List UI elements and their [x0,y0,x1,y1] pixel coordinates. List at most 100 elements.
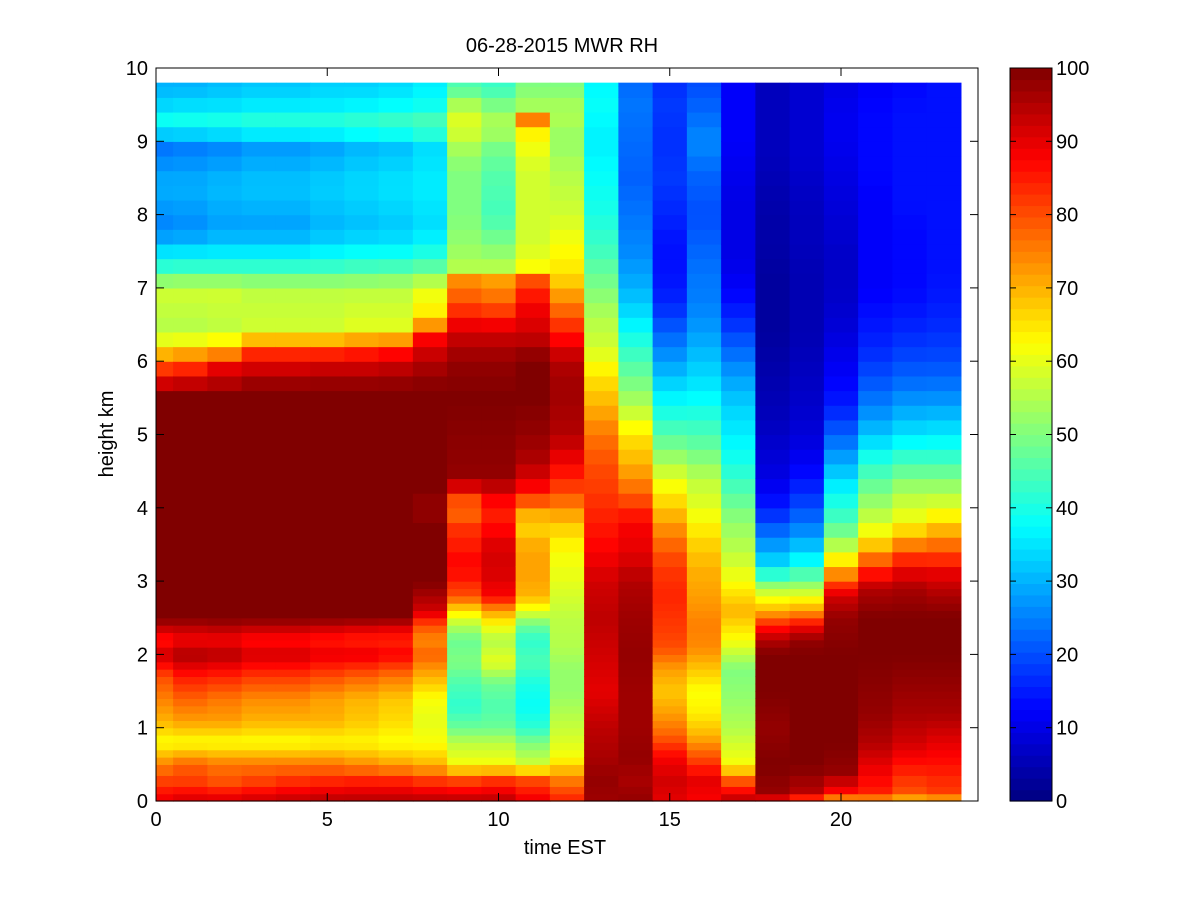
heatmap-cell [447,331,482,348]
heatmap-cell [378,185,414,201]
heatmap-cell [412,522,448,538]
heatmap-cell [241,735,277,743]
heatmap-cell [344,735,380,743]
heatmap-cell [755,199,791,216]
heatmap-cell [156,97,174,113]
heatmap-cell [515,691,551,699]
heatmap-cell [207,82,243,87]
heatmap-cell [241,141,277,157]
heatmap-cell [721,434,756,450]
heatmap-cell [412,199,448,216]
colorbar-segment [1010,228,1052,241]
heatmap-cell [515,273,551,289]
heatmap-cell [378,317,414,333]
heatmap-cell [378,126,414,142]
heatmap-cell [789,302,825,318]
heatmap-cell [823,625,859,634]
heatmap-cell [447,155,482,172]
heatmap-cell [378,522,414,538]
heatmap-cell [892,749,928,758]
heatmap-cell [858,735,893,743]
heatmap-cell [344,654,380,663]
heatmap-cell [755,595,791,604]
heatmap-cell [926,720,962,729]
heatmap-cell [755,775,791,787]
heatmap-cell [652,522,688,538]
heatmap-cell [755,603,791,612]
heatmap-cell [549,82,585,87]
heatmap-cell [481,735,517,743]
heatmap-cell [755,617,791,626]
heatmap-cell [207,661,243,670]
heatmap-cell [549,742,585,751]
heatmap-cell [789,742,825,751]
heatmap-cell [310,713,345,721]
heatmap-cell [618,720,654,729]
heatmap-cell [858,691,893,699]
heatmap-cell [412,478,448,494]
heatmap-cell [515,434,551,450]
heatmap-cell [584,775,619,787]
heatmap-cell [549,434,585,450]
heatmap-cell [755,229,791,245]
colorbar-segment [1010,423,1052,436]
heatmap-cell [241,775,277,787]
heatmap-cell [789,610,825,619]
heatmap-cell [926,647,962,655]
heatmap-cell [207,603,243,612]
heatmap-cell [823,155,859,172]
heatmap-cell [926,170,962,186]
heatmap-cell [412,97,448,113]
heatmap-cell [275,346,311,362]
heatmap-cell [549,507,585,524]
heatmap-cell [447,522,482,538]
heatmap-cell [858,537,893,553]
heatmap-cell [378,639,414,648]
heatmap-cell [686,749,722,758]
heatmap-cell [412,273,448,289]
heatmap-cell [926,229,962,245]
heatmap-cell [412,581,448,590]
heatmap-cell [412,713,448,721]
heatmap-cell [926,493,962,509]
heatmap-cell [310,551,345,568]
heatmap-cell [310,82,345,87]
heatmap-cell [755,639,791,648]
heatmap-cell [686,243,722,260]
heatmap-cell [789,603,825,612]
heatmap-cell [241,581,277,590]
heatmap-cell [823,566,859,582]
heatmap-cell [344,720,380,729]
heatmap-cell [241,346,277,362]
heatmap-cell [378,775,414,787]
heatmap-cell [173,742,208,751]
heatmap-cell [549,793,585,802]
heatmap-cell [207,86,243,98]
heatmap-cell [275,551,311,568]
heatmap-cell [789,669,825,677]
heatmap-cell [310,170,345,186]
heatmap-cell [789,449,825,465]
colorbar-segment [1010,537,1052,550]
heatmap-cell [823,273,859,289]
heatmap-cell [275,581,311,590]
heatmap-cell [652,566,688,582]
heatmap-cell [207,639,243,648]
heatmap-cell [481,346,517,362]
heatmap-cell [481,229,517,245]
heatmap-cell [241,720,277,729]
heatmap-cell [686,683,722,692]
heatmap-cell [378,214,414,230]
heatmap-cell [618,683,654,692]
heatmap-cell [926,478,962,494]
heatmap-cell [310,375,345,392]
heatmap-cell [207,199,243,216]
heatmap-cell [412,214,448,230]
heatmap-cell [207,331,243,348]
heatmap-cell [618,669,654,677]
heatmap-cell [310,661,345,670]
heatmap-cell [173,647,208,655]
heatmap-cell [858,698,893,707]
heatmap-cell [241,691,277,699]
